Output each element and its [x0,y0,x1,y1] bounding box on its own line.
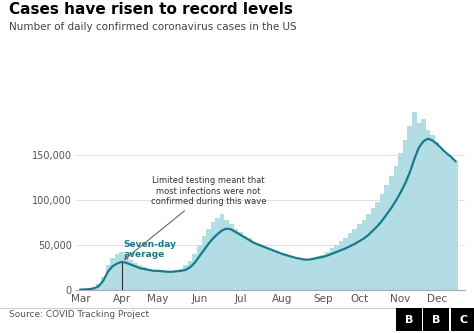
Bar [426,130,430,290]
Bar [137,265,142,290]
Bar [115,254,119,290]
Bar [229,224,234,290]
Bar [275,253,279,290]
Bar [192,254,197,290]
Bar [206,228,211,290]
Bar [366,214,371,290]
Bar [119,252,124,290]
Bar [380,193,384,290]
Bar [435,142,439,290]
Bar [393,166,398,290]
Bar [234,228,238,290]
Bar [151,270,156,290]
Bar [211,222,215,290]
Bar [201,236,206,290]
Bar [403,140,407,290]
Bar [247,238,252,290]
Bar [448,158,453,290]
Bar [389,175,393,290]
Bar [156,271,160,290]
Bar [298,260,302,290]
Bar [170,272,174,290]
Bar [261,247,265,290]
Bar [284,256,289,290]
Bar [302,260,307,290]
Bar [101,277,106,290]
Bar [362,219,366,290]
Text: Source: COVID Tracking Project: Source: COVID Tracking Project [9,310,150,319]
Bar [439,149,444,290]
Bar [174,271,179,290]
Bar [343,237,348,290]
Text: Limited testing meant that
most infections were not
confirmed during this wave: Limited testing meant that most infectio… [125,176,266,259]
Bar [375,201,380,290]
Bar [179,269,183,290]
Bar [329,248,334,290]
Bar [307,260,311,290]
Bar [265,249,270,290]
Bar [147,269,151,290]
Bar [82,289,87,290]
Bar [124,256,128,290]
Bar [311,258,316,290]
Bar [320,255,325,290]
Bar [339,241,343,290]
Bar [444,154,448,290]
Bar [325,252,329,290]
Text: B: B [432,315,440,325]
Bar [384,184,389,290]
Bar [279,255,284,290]
Bar [133,263,137,290]
Bar [293,259,298,290]
Bar [183,265,188,290]
Bar [110,258,115,290]
Bar [316,256,320,290]
Bar [289,257,293,290]
Bar [353,228,357,290]
Bar [106,264,110,290]
Text: Number of daily confirmed coronavirus cases in the US: Number of daily confirmed coronavirus ca… [9,22,297,32]
Bar [407,126,412,290]
Bar [453,161,458,290]
Bar [128,260,133,290]
Bar [252,242,256,290]
Bar [238,232,243,290]
Bar [142,267,147,290]
Bar [220,214,225,290]
Bar [197,245,201,290]
Bar [417,123,421,290]
Bar [348,233,353,290]
Bar [96,284,101,290]
Bar [256,245,261,290]
Bar [188,261,192,290]
Bar [430,135,435,290]
Bar [165,272,170,290]
Bar [421,119,426,290]
Text: C: C [460,315,468,325]
Bar [92,287,96,290]
Bar [215,218,220,290]
Bar [398,153,403,290]
Text: B: B [405,315,413,325]
Bar [412,112,417,290]
Bar [225,219,229,290]
Bar [270,251,275,290]
Bar [87,289,92,290]
Bar [357,224,362,290]
Text: Seven-day
average: Seven-day average [124,240,177,259]
Bar [243,236,247,290]
Bar [334,245,339,290]
Bar [371,208,375,290]
Bar [160,272,165,290]
Text: Cases have risen to record levels: Cases have risen to record levels [9,2,293,17]
